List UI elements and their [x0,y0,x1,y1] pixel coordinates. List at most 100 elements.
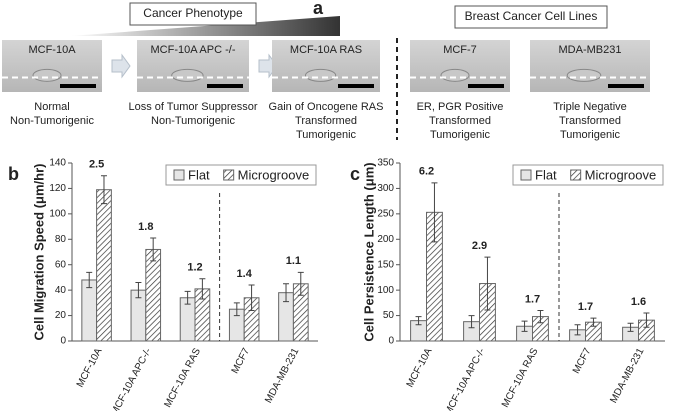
annotation: 2.5 [89,159,104,171]
cell-shape [440,68,470,82]
cell-caption: Triple Negative [553,101,627,113]
arrow [111,53,131,79]
error-bar [468,315,475,329]
y-tick-label: 140 [49,158,66,169]
cell-caption: Transformed [295,115,357,127]
y-tick-label: 100 [49,208,66,219]
error-bar [643,312,650,328]
x-tick-label: MCF-10A RAS [162,346,203,409]
cell-images: MCF-10A Normal Non-Tumorigenic MCF-10A APC … [2,40,650,141]
annotation: 1.1 [286,255,301,267]
y-tick-label: 20 [55,310,67,321]
cell-caption: Transformed [429,115,491,127]
legend-swatch [570,169,582,181]
error-bar [521,320,528,332]
x-tick-label: MCF-10A APC-/- [109,346,154,411]
cell-name: MCF-10A [28,44,76,56]
annotation: 6.2 [419,166,434,178]
y-tick-label: 60 [55,259,67,270]
cell-caption: Tumorigenic [560,129,621,141]
y-tick-label: 150 [377,259,394,270]
annotation: 1.6 [631,296,646,308]
cell-image [530,40,650,92]
legend-swatch [173,169,185,181]
error-bar [590,317,597,327]
y-tick-label: 250 [377,208,394,219]
y-tick-label: 0 [388,336,394,347]
annotation: 1.2 [187,262,202,274]
scale-bar [207,84,243,88]
scale-bar [608,84,644,88]
group-title: Cancer Phenotype [143,6,243,20]
error-bar [100,175,107,205]
y-tick-label: 120 [49,183,66,194]
cell-shape [304,68,337,82]
scale-bar [60,84,96,88]
annotation: 1.8 [138,221,153,233]
y-tick-label: 40 [55,285,67,296]
error-bar [431,182,438,243]
bar [96,189,112,342]
error-bar [415,316,422,326]
scale-bar [468,84,504,88]
y-tick-label: 0 [60,336,66,347]
y-tick-label: 200 [377,234,394,245]
x-tick-label: MDA-MB-231 [263,346,301,405]
annotation: 1.4 [237,268,253,280]
error-bar [574,324,581,336]
x-tick-label: MDA-MB-231 [608,346,646,405]
error-bar [150,237,157,262]
annotation: 1.7 [525,293,540,305]
error-bar [184,290,191,305]
panel-label: a [313,0,324,18]
legend-box [512,164,664,186]
group-title: Breast Cancer Cell Lines [465,9,598,23]
y-axis-label: Cell Migration Speed (μm/hr) [31,164,46,341]
error-bar [297,271,304,296]
y-tick-label: 100 [377,285,394,296]
cell-caption: Non-Tumorigenic [151,115,235,127]
error-bar [86,271,93,289]
annotation: 1.7 [578,301,593,313]
cell-image [137,40,249,92]
panel-label: b [8,164,19,184]
bar [145,248,162,342]
annotation: 2.9 [472,240,487,252]
error-bar [283,283,290,303]
legend-label: Microgroove [238,167,310,182]
error-bar [537,309,544,324]
panel-label: c [350,164,360,184]
error-bar [627,322,634,332]
cell-shape [566,68,602,82]
error-bar [484,256,491,311]
cell-shape [171,68,204,82]
legend-swatch [223,169,235,181]
legend-label: Microgroove [585,167,657,182]
cell-image [410,40,510,92]
cell-caption: Tumorigenic [296,129,357,141]
legend-label: Flat [188,167,210,182]
cell-name: MCF-10A APC -/- [151,44,236,56]
cell-image [272,40,380,92]
cell-caption: Non-Tumorigenic [10,115,94,127]
y-tick-label: 300 [377,183,394,194]
bar [81,279,98,342]
y-tick-label: 350 [377,158,394,169]
cell-caption: Loss of Tumor Suppressor [128,101,257,113]
legend-label: Flat [535,167,557,182]
cell-image [2,40,102,92]
cell-caption: ER, PGR Positive [417,101,504,113]
group-box [129,2,257,26]
x-tick-label: MCF-10A RAS [500,346,541,409]
cell-name: MDA-MB231 [559,44,622,56]
x-tick-label: MCF-10A APC-/- [443,346,488,411]
cell-caption: Transformed [559,115,621,127]
y-tick-label: 80 [55,234,67,245]
x-tick-label: MCF7 [571,346,594,376]
error-bar [248,284,255,311]
cell-name: MCF-7 [443,44,477,56]
cell-caption: Gain of Oncogene RAS [269,101,384,113]
x-tick-label: MCF-10A [405,346,435,389]
x-tick-label: MCF-10A [75,346,105,389]
